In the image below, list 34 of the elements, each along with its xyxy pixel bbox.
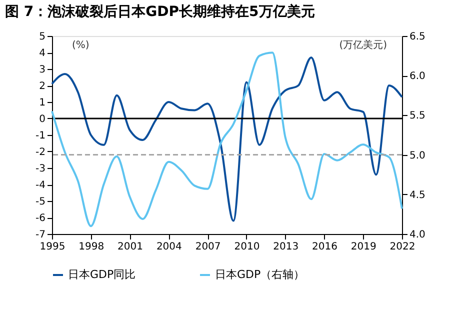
x-tick-label: 1995 — [40, 242, 66, 252]
x-tick-label: 2004 — [156, 242, 182, 252]
x-tick-label: 2016 — [312, 242, 338, 252]
legend-label: 日本GDP同比 — [68, 268, 136, 281]
x-tick-label: 2007 — [195, 242, 221, 252]
x-tick-label: 2013 — [273, 242, 299, 252]
y-tick-label: 3 — [39, 64, 46, 76]
y-tick-label: 5 — [39, 32, 46, 42]
y2-tick-label: 6.0 — [410, 71, 426, 82]
y2-tick-label: 5.0 — [410, 150, 426, 162]
y2-tick-label: 4.5 — [410, 190, 426, 201]
y2-tick-label: 5.5 — [410, 110, 426, 122]
x-tick-label: 2001 — [118, 242, 144, 252]
y-tick-label: -7 — [36, 230, 46, 240]
y-tick-label: 0 — [39, 114, 46, 125]
x-tick-label: 2019 — [350, 242, 376, 252]
y2-tick-label: 6.5 — [410, 32, 426, 42]
legend-label: 日本GDP（右轴） — [215, 268, 305, 281]
y-tick-label: -1 — [36, 130, 46, 142]
x-tick-label: 2022 — [390, 242, 416, 252]
y-tick-label: 1 — [39, 98, 46, 108]
x-tick-label: 1998 — [78, 242, 104, 252]
y-tick-label: -2 — [36, 147, 46, 158]
y-tick-label: -3 — [36, 164, 46, 174]
x-tick-label: 2010 — [234, 242, 260, 252]
annotation: (%) — [72, 40, 90, 51]
y-tick-label: 2 — [39, 81, 46, 92]
chart-title: 图 7：泡沫破裂后日本GDP长期维持在5万亿美元 — [5, 3, 315, 20]
y-tick-label: -5 — [36, 196, 46, 208]
y-tick-label: -4 — [36, 180, 46, 191]
y-tick-label: -6 — [36, 213, 46, 224]
annotation: (万亿美元) — [339, 39, 388, 51]
y-tick-label: 4 — [39, 48, 46, 59]
y2-tick-label: 4.0 — [410, 230, 426, 240]
